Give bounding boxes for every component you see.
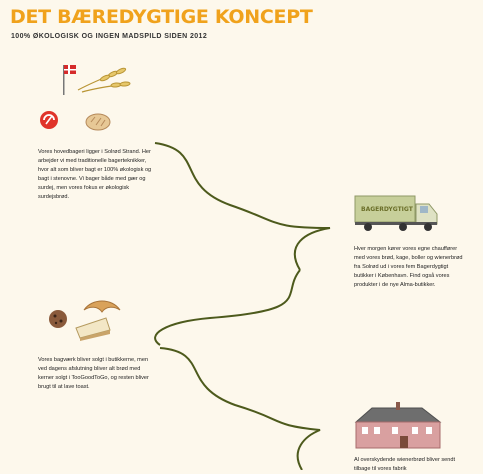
cookie-icon	[49, 310, 67, 328]
organic-badge-icon	[40, 111, 58, 129]
bakery-illustration	[40, 65, 131, 131]
truck-label: BAGERDYGTIGT	[361, 206, 414, 213]
section-text-store: Vores bagværk bliver solgt i butikkerne,…	[38, 357, 149, 390]
croissant-icon	[83, 300, 121, 313]
connector-line-1	[154, 142, 331, 271]
bread-icon	[85, 113, 111, 131]
section-text-delivery: Hver morgen kører vores egne chauffører …	[354, 246, 463, 288]
section-text-bakery: Vores hovedbageri ligger i Solrød Strand…	[38, 149, 152, 200]
cake-icon	[75, 317, 111, 341]
danish-flag-icon	[63, 65, 76, 95]
wheat-icon	[77, 67, 131, 93]
truck-illustration: BAGERDYGTIGT	[354, 195, 438, 231]
section-text-factory: Al overskydende wienerbrød bliver sendt …	[354, 457, 456, 472]
pastry-illustration	[49, 300, 121, 341]
page-title: DET BÆREDYGTIGE KONCEPT	[10, 6, 313, 28]
page-subtitle: 100% ØKOLOGISK OG INGEN MADSPILD SIDEN 2…	[11, 33, 208, 40]
factory-illustration	[354, 402, 442, 449]
connector-line-3	[159, 347, 321, 470]
connector-line-2	[154, 269, 301, 346]
